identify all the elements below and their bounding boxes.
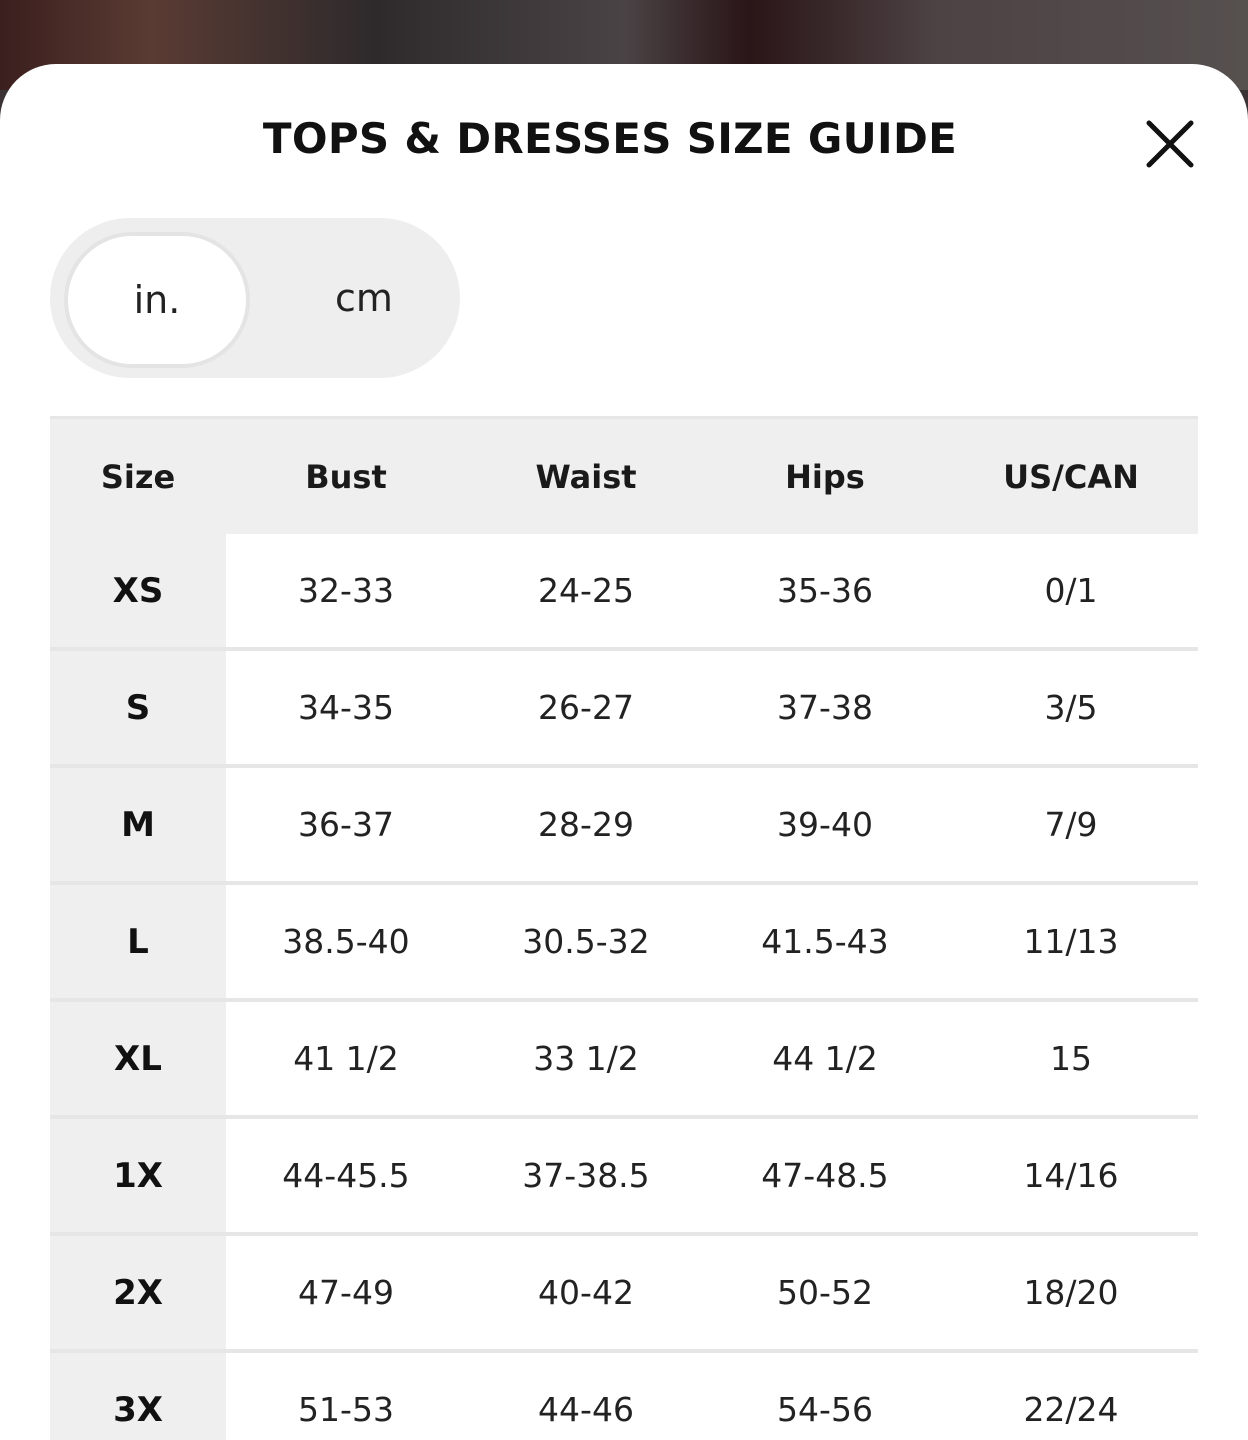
hips-cell: 54-56 (777, 1390, 873, 1429)
header-hips: Hips (785, 457, 865, 496)
us-can-cell: 7/9 (1044, 805, 1098, 844)
size-guide-sheet: TOPS & DRESSES SIZE GUIDE in. cm Size Bu… (0, 64, 1248, 1440)
table-row: S 34-35 26-27 37-38 3/5 (50, 651, 1198, 768)
hips-cell: 37-38 (777, 688, 873, 727)
waist-cell: 37-38.5 (522, 1156, 650, 1195)
header-waist: Waist (535, 457, 637, 496)
size-cell: XS (50, 534, 226, 647)
bust-cell: 44-45.5 (282, 1156, 410, 1195)
bust-cell: 36-37 (298, 805, 394, 844)
size-cell: XL (50, 1002, 226, 1115)
waist-cell: 24-25 (538, 571, 634, 610)
table-row: XS 32-33 24-25 35-36 0/1 (50, 534, 1198, 651)
us-can-cell: 0/1 (1044, 571, 1098, 610)
header-size: Size (100, 457, 176, 496)
bust-cell: 41 1/2 (293, 1039, 399, 1078)
bust-cell: 32-33 (298, 571, 394, 610)
table-row: L 38.5-40 30.5-32 41.5-43 11/13 (50, 885, 1198, 1002)
table-header-row: Size Bust Waist Hips US/CAN (50, 416, 1198, 534)
size-cell: S (50, 651, 226, 764)
table-row: 2X 47-49 40-42 50-52 18/20 (50, 1236, 1198, 1353)
hips-cell: 50-52 (777, 1273, 873, 1312)
waist-cell: 26-27 (538, 688, 634, 727)
hips-cell: 44 1/2 (772, 1039, 878, 1078)
us-can-cell: 11/13 (1023, 922, 1119, 961)
waist-cell: 33 1/2 (533, 1039, 639, 1078)
us-can-cell: 14/16 (1023, 1156, 1119, 1195)
hips-cell: 41.5-43 (761, 922, 889, 961)
waist-cell: 30.5-32 (522, 922, 650, 961)
size-guide-title: TOPS & DRESSES SIZE GUIDE (262, 114, 958, 163)
header-us-can: US/CAN (1003, 457, 1139, 496)
bust-cell: 47-49 (298, 1273, 394, 1312)
hips-cell: 39-40 (777, 805, 873, 844)
unit-toggle: in. cm (50, 218, 460, 378)
header-bust: Bust (305, 457, 387, 496)
size-cell: 3X (50, 1353, 226, 1440)
us-can-cell: 18/20 (1023, 1273, 1119, 1312)
bust-cell: 34-35 (298, 688, 394, 727)
unit-option-inches[interactable]: in. (64, 232, 250, 368)
unit-option-cm[interactable]: cm (335, 276, 393, 320)
size-cell: 1X (50, 1119, 226, 1232)
waist-cell: 40-42 (538, 1273, 634, 1312)
close-button[interactable] (1144, 118, 1196, 170)
waist-cell: 44-46 (538, 1390, 634, 1429)
table-row: M 36-37 28-29 39-40 7/9 (50, 768, 1198, 885)
size-cell: M (50, 768, 226, 881)
table-row: XL 41 1/2 33 1/2 44 1/2 15 (50, 1002, 1198, 1119)
waist-cell: 28-29 (538, 805, 634, 844)
table-row: 3X 51-53 44-46 54-56 22/24 (50, 1353, 1198, 1440)
close-icon (1146, 120, 1194, 168)
size-cell: L (50, 885, 226, 998)
table-row: 1X 44-45.5 37-38.5 47-48.5 14/16 (50, 1119, 1198, 1236)
us-can-cell: 15 (1050, 1039, 1092, 1078)
hips-cell: 47-48.5 (761, 1156, 889, 1195)
hips-cell: 35-36 (777, 571, 873, 610)
bust-cell: 38.5-40 (282, 922, 410, 961)
bust-cell: 51-53 (298, 1390, 394, 1429)
size-cell: 2X (50, 1236, 226, 1349)
us-can-cell: 22/24 (1023, 1390, 1119, 1429)
us-can-cell: 3/5 (1044, 688, 1098, 727)
size-table: Size Bust Waist Hips US/CAN XS 32-33 24-… (50, 416, 1198, 1440)
